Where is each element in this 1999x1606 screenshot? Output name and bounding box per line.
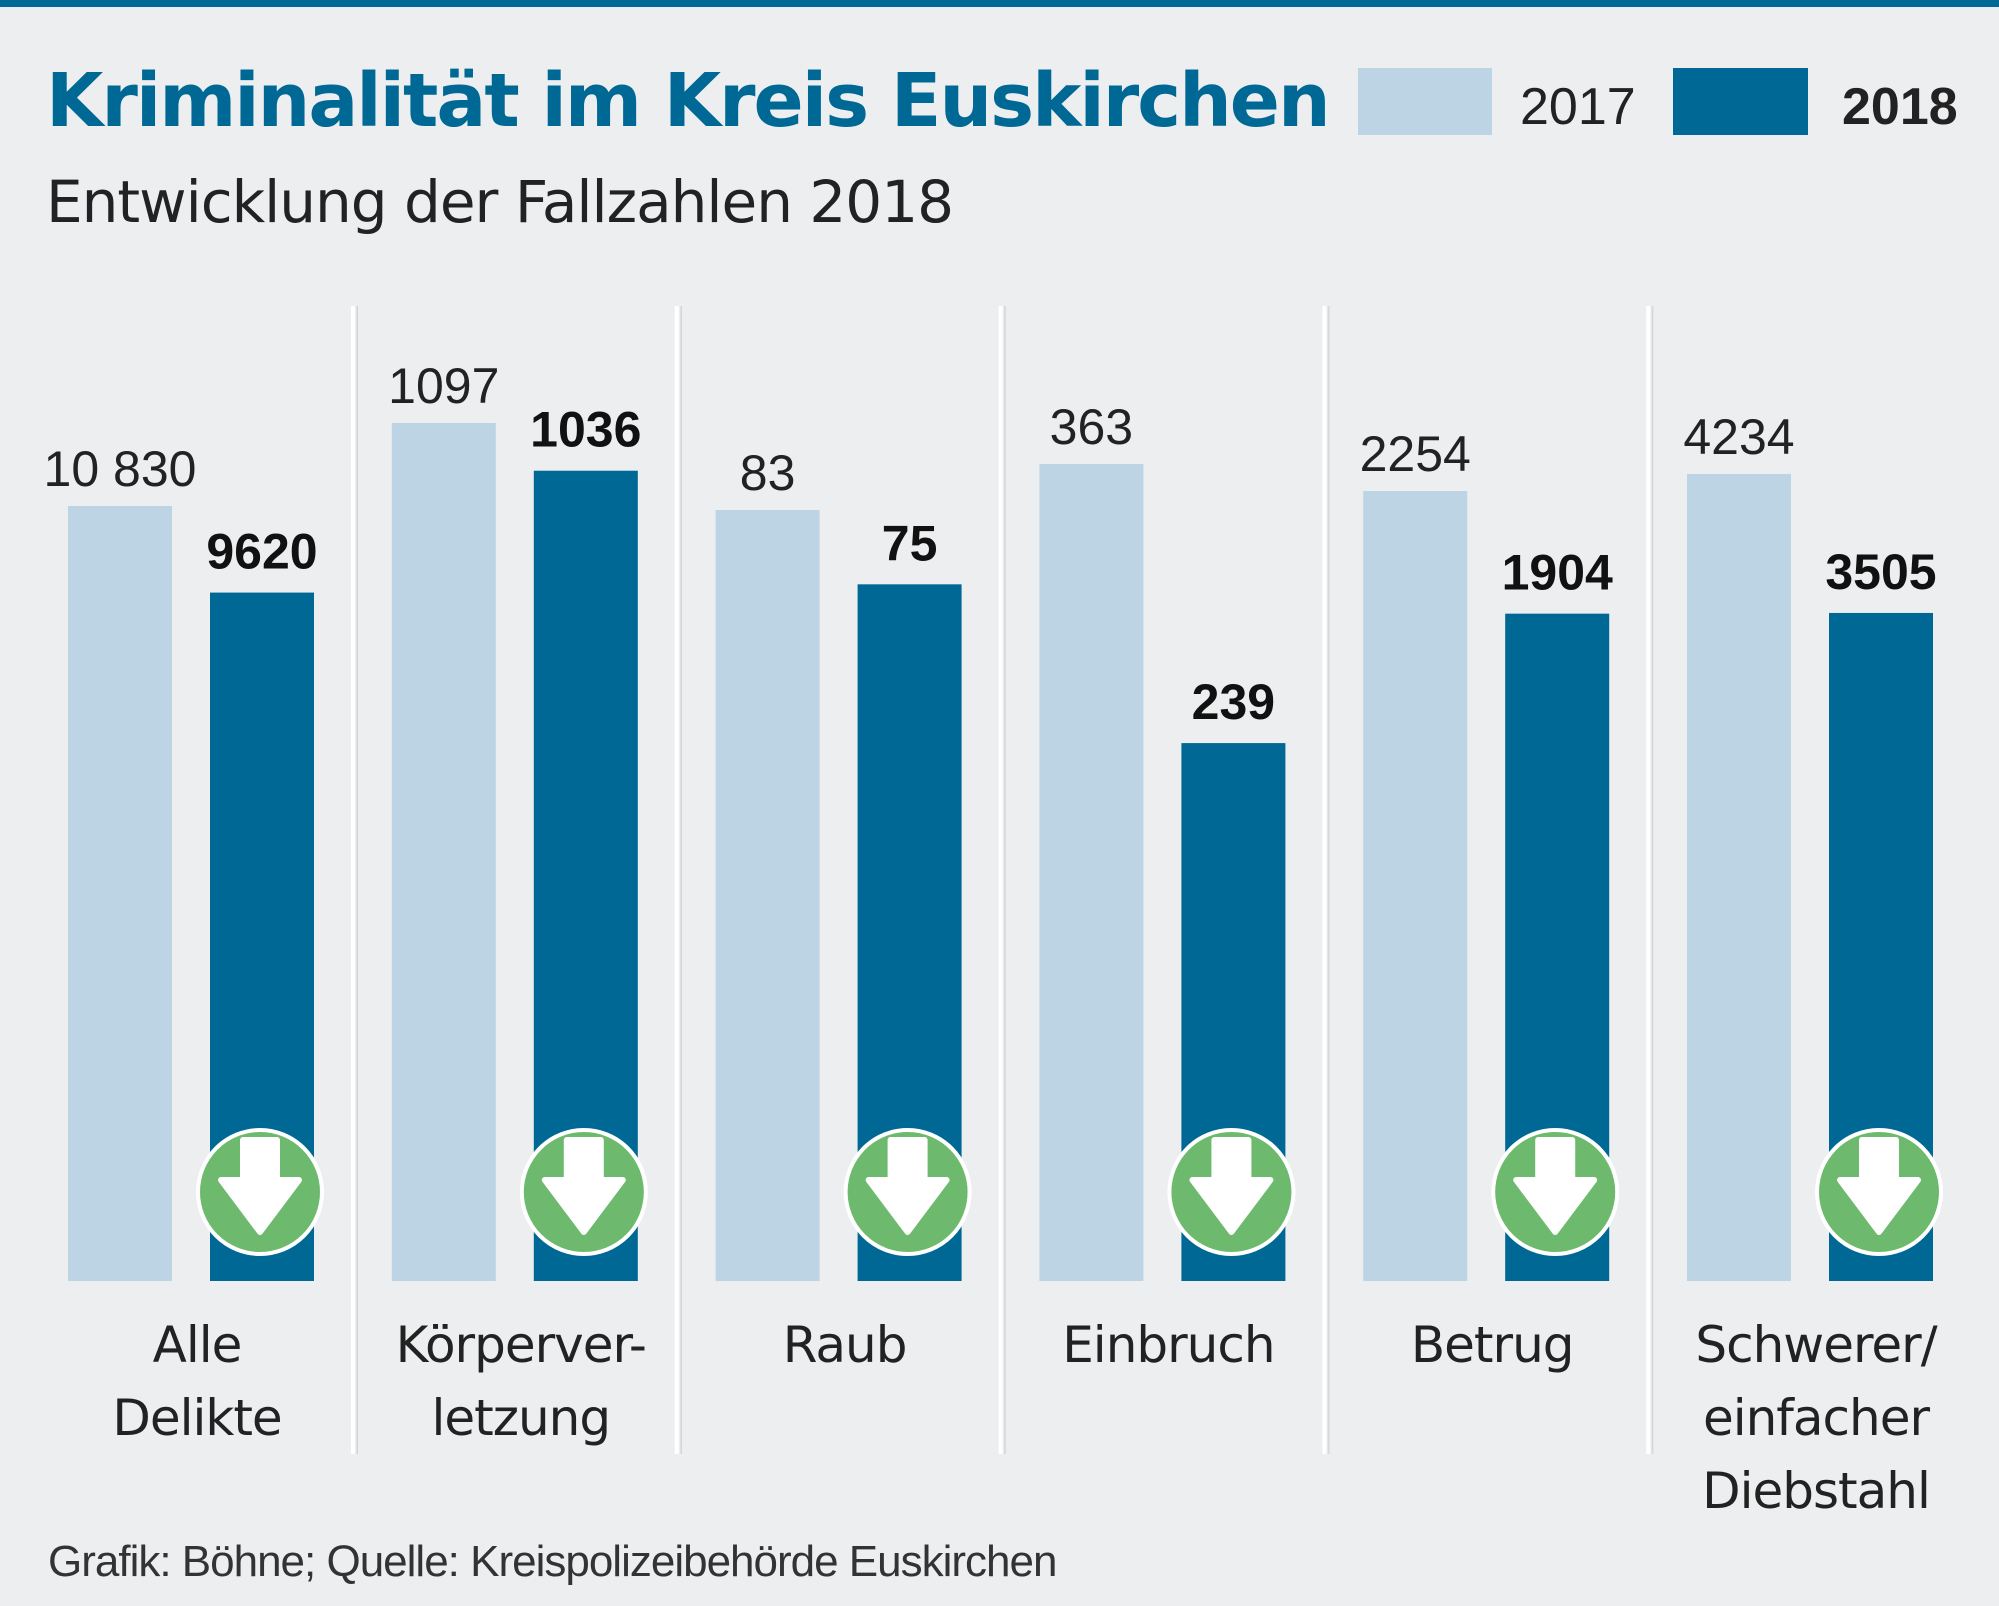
category-label: Schwerer/ <box>1695 1316 1937 1374</box>
category-label: Einbruch <box>1062 1316 1274 1374</box>
legend: 2017 2018 <box>1358 68 1958 136</box>
bar-2017 <box>391 423 496 1281</box>
value-label-2017: 363 <box>1050 399 1133 455</box>
value-label-2018: 1036 <box>530 402 641 458</box>
panel-separator <box>1322 306 1330 1454</box>
down-arrow-glyph-icon <box>541 1137 626 1235</box>
category-label: Körperver- <box>396 1316 646 1374</box>
value-label-2017: 2254 <box>1360 426 1471 482</box>
value-label-2018: 75 <box>882 515 938 571</box>
top-rule <box>0 0 1999 7</box>
value-label-2018: 239 <box>1192 674 1275 730</box>
value-label-2017: 1097 <box>388 358 499 414</box>
value-label-2018: 3505 <box>1825 544 1936 600</box>
category-label: Betrug <box>1411 1316 1574 1374</box>
category-label: letzung <box>431 1389 610 1447</box>
bar-2017 <box>1363 491 1468 1281</box>
down-arrow-glyph-icon <box>1837 1137 1921 1235</box>
legend-label-2018: 2018 <box>1842 78 1958 136</box>
value-label-2017: 10 830 <box>44 441 197 497</box>
category-label: Raub <box>783 1316 907 1374</box>
source-note: Grafik: Böhne; Quelle: Kreispolizeibehör… <box>48 1537 1056 1586</box>
category-label: Diebstahl <box>1702 1462 1930 1520</box>
panel-separator <box>351 306 358 1454</box>
bar-2017 <box>1039 464 1144 1281</box>
category-label: einfacher <box>1703 1389 1931 1447</box>
category-label: Alle <box>153 1316 242 1374</box>
panel-separator <box>998 306 1006 1454</box>
down-arrow-glyph-icon <box>865 1137 950 1235</box>
category-label: Delikte <box>112 1389 281 1447</box>
bar-2017 <box>1687 474 1791 1281</box>
value-label-2018: 9620 <box>206 524 317 580</box>
legend-label-2017: 2017 <box>1520 78 1636 136</box>
down-arrow-glyph-icon <box>1513 1137 1598 1235</box>
legend-swatch-2018 <box>1673 68 1808 135</box>
bar-2017 <box>68 506 172 1281</box>
legend-swatch-2017 <box>1358 68 1492 135</box>
value-label-2017: 83 <box>740 445 796 501</box>
panel-separator <box>1646 306 1654 1454</box>
value-label-2017: 4234 <box>1683 409 1794 465</box>
down-arrow-glyph-icon <box>218 1137 302 1235</box>
panel-separator <box>674 306 682 1454</box>
value-label-2018: 1904 <box>1502 545 1613 601</box>
bar-2017 <box>715 510 820 1281</box>
chart-subtitle: Entwicklung der Fallzahlen 2018 <box>46 168 953 236</box>
down-arrow-glyph-icon <box>1189 1137 1274 1235</box>
chart-title: Kriminalität im Kreis Euskirchen <box>46 58 1329 144</box>
